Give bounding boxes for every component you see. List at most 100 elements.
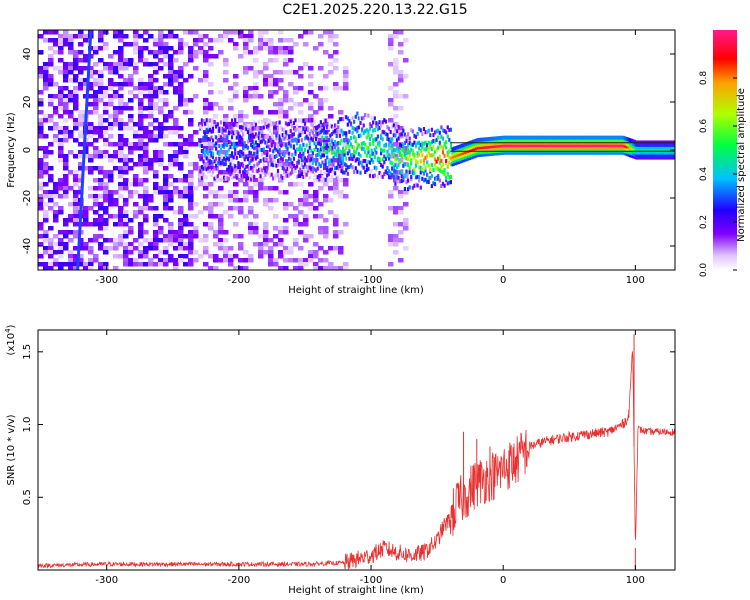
- heatmap-cell: [168, 46, 174, 51]
- ridge-cell: [397, 124, 400, 129]
- ridge-cell: [270, 132, 273, 137]
- ridge-cell: [625, 144, 629, 149]
- ridge-cell: [665, 155, 668, 160]
- heatmap-cell: [323, 30, 329, 35]
- heatmap-cell: [148, 90, 154, 95]
- ridge-cell: [473, 151, 476, 156]
- heatmap-cell: [63, 154, 69, 159]
- heatmap-cell: [293, 90, 299, 95]
- heatmap-cell: [73, 218, 79, 223]
- ridge-cell: [203, 174, 207, 179]
- snr-x-label: Height of straight line (km): [288, 585, 424, 596]
- heatmap-cell: [318, 102, 324, 107]
- ridge-cell: [311, 130, 315, 135]
- ridge-cell: [275, 172, 278, 177]
- ridge-cell: [475, 151, 478, 156]
- heatmap-cell: [38, 50, 44, 55]
- ridge-cell: [427, 128, 430, 133]
- heatmap-cell: [103, 126, 109, 131]
- heatmap-cell: [83, 246, 89, 251]
- heatmap-cell: [208, 182, 214, 187]
- heatmap-cell: [78, 134, 84, 139]
- ridge-cell: [305, 143, 308, 148]
- ridge-cell: [400, 178, 403, 183]
- heatmap-cell: [388, 86, 394, 91]
- heatmap-cell: [93, 218, 99, 223]
- ridge-cell: [603, 138, 606, 143]
- heatmap-cell: [278, 78, 284, 83]
- ridge-cell: [311, 137, 315, 142]
- heatmap-cell: [173, 126, 179, 131]
- heatmap-cell: [118, 174, 124, 179]
- ridge-cell: [338, 158, 341, 163]
- ridge-cell: [508, 145, 511, 150]
- ridge-cell: [643, 148, 646, 152]
- ridge-cell: [387, 169, 391, 174]
- ridge-cell: [353, 126, 356, 131]
- heatmap-cell: [218, 38, 224, 43]
- heatmap-cell: [343, 262, 349, 267]
- ridge-cell: [245, 154, 248, 159]
- heatmap-cell: [168, 254, 174, 259]
- ridge-cell: [410, 158, 413, 163]
- ridge-cell: [516, 145, 519, 150]
- ridge-cell: [519, 135, 522, 140]
- heatmap-cell: [388, 150, 394, 155]
- ridge-cell: [294, 149, 297, 154]
- ridge-cell: [487, 139, 491, 144]
- ridge-cell: [203, 153, 207, 158]
- ridge-cell: [240, 173, 243, 178]
- heatmap-cell: [213, 54, 219, 59]
- ridge-cell: [386, 149, 389, 154]
- ridge-cell: [559, 145, 562, 150]
- heatmap-cell: [233, 198, 239, 203]
- ridge-cell: [643, 155, 646, 160]
- ridge-cell: [445, 145, 448, 150]
- heatmap-cell: [208, 106, 214, 111]
- ridge-cell: [643, 145, 646, 150]
- heatmap-cell: [263, 238, 269, 243]
- heatmap-cell: [303, 218, 309, 223]
- ridge-cell: [462, 145, 465, 150]
- heatmap-cell: [388, 234, 394, 239]
- ridge-cell: [311, 169, 315, 174]
- heatmap-cell: [398, 126, 404, 131]
- ridge-cell: [221, 137, 224, 142]
- heatmap-cell: [68, 114, 74, 119]
- heatmap-cell: [148, 78, 154, 83]
- ridge-cell: [633, 152, 636, 157]
- heatmap-cell: [273, 174, 279, 179]
- ridge-cell: [223, 128, 226, 133]
- ridge-cell: [389, 139, 392, 144]
- heatmap-cell: [333, 86, 339, 91]
- ridge-cell: [351, 116, 354, 121]
- heatmap-cell: [293, 102, 299, 107]
- heatmap-cell: [338, 194, 344, 199]
- heatmap-cell: [253, 226, 259, 231]
- ridge-cell: [559, 143, 562, 148]
- heatmap-cell: [98, 78, 104, 83]
- ridge-cell: [384, 132, 387, 137]
- heatmap-cell: [78, 30, 84, 35]
- ridge-cell: [605, 143, 608, 148]
- ridge-cell: [207, 158, 210, 163]
- heatmap-cell: [178, 38, 184, 43]
- heatmap-cell: [143, 154, 149, 159]
- ridge-cell: [673, 155, 675, 160]
- ridge-cell: [633, 142, 636, 147]
- heatmap-cell: [68, 50, 74, 55]
- heatmap-cell: [323, 122, 329, 127]
- ridge-cell: [541, 135, 544, 140]
- ridge-cell: [540, 148, 543, 153]
- heatmap-cell: [283, 38, 289, 43]
- heatmap-cell: [38, 74, 44, 79]
- ridge-cell: [608, 143, 611, 148]
- ridge-cell: [380, 147, 383, 152]
- heatmap-cell: [223, 78, 229, 83]
- heatmap-cell: [158, 214, 164, 219]
- heatmap-cell: [258, 254, 264, 259]
- heatmap-cell: [333, 218, 339, 223]
- ridge-cell: [468, 153, 472, 158]
- ridge-cell: [269, 162, 272, 167]
- ridge-cell: [262, 125, 265, 130]
